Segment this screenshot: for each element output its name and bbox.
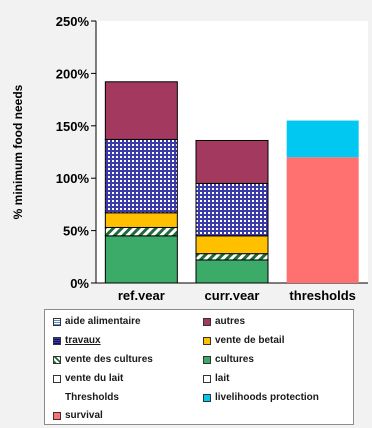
legend-label: survival [65,410,103,421]
legend-label: vente du lait [65,373,124,384]
legend-swatch [203,317,211,326]
y-tick-label: 100% [56,171,90,186]
legend-swatch [53,411,61,420]
bar-segment-vente-de-betail [104,212,178,228]
legend-swatch [53,317,61,326]
chart-plot: 0% 50% 100% 150% 200% 250% % minimum food need… [11,14,368,303]
x-tick-label: thresholds [289,288,355,300]
legend-item: autres [203,316,245,327]
bar-segment-vente-de-betail [195,235,269,255]
bar-segment-travaux [104,138,178,214]
bar-segment-travaux [195,182,269,237]
legend-label: Thresholds [65,392,119,403]
legend-label: lait [215,373,230,384]
y-tick-label: 150% [56,119,90,134]
legend-swatch [203,336,211,345]
legend-label: cultures [215,354,254,365]
bar-segment-vente-des-cultures [195,253,269,261]
legend-item: cultures [203,354,254,365]
legend-item: travaux [53,335,101,346]
legend-label: vente de betail [215,335,285,346]
legend-item: lait [203,373,229,384]
legend-item: Thresholds [53,392,119,403]
legend-label: autres [215,316,246,327]
x-tick-label: curr.year [205,288,260,300]
legend: aide alimentaire autres travaux vente de be… [44,309,354,425]
x-tick-label: ref.year [118,288,165,300]
bar-segment-vente-des-cultures [104,226,178,237]
legend-label: travaux [65,335,101,346]
y-tick-label: 200% [56,66,90,81]
bar-segment-autres [104,81,178,140]
legend-item: vente des cultures [53,354,153,365]
legend-swatch [53,374,61,383]
legend-label: livelihoods protection [215,392,319,403]
legend-item: livelihoods protection [203,392,319,403]
bar-segment-autres [195,139,269,184]
legend-swatch [203,374,211,383]
legend-swatch [53,336,61,345]
bar-segment-cultures [104,235,178,284]
legend-item: survival [53,410,103,421]
legend-label: aide alimentaire [65,316,141,327]
legend-swatch [203,393,211,402]
legend-item: vente du lait [53,373,123,384]
y-axis-label: % minimum food needs [11,84,25,219]
legend-swatch [203,355,211,364]
y-tick-label: 250% [56,14,90,29]
legend-label: vente des cultures [65,354,153,365]
bar-segment-cultures [195,259,269,284]
y-tick-label: 50% [63,224,89,239]
legend-item: aide alimentaire [53,316,141,327]
bar-segment-survival [286,157,359,283]
legend-item: vente de betail [203,335,284,346]
legend-swatch [53,355,61,364]
y-tick-label: 0% [70,276,89,291]
bar-segment-livelihoods-protection [286,120,359,158]
